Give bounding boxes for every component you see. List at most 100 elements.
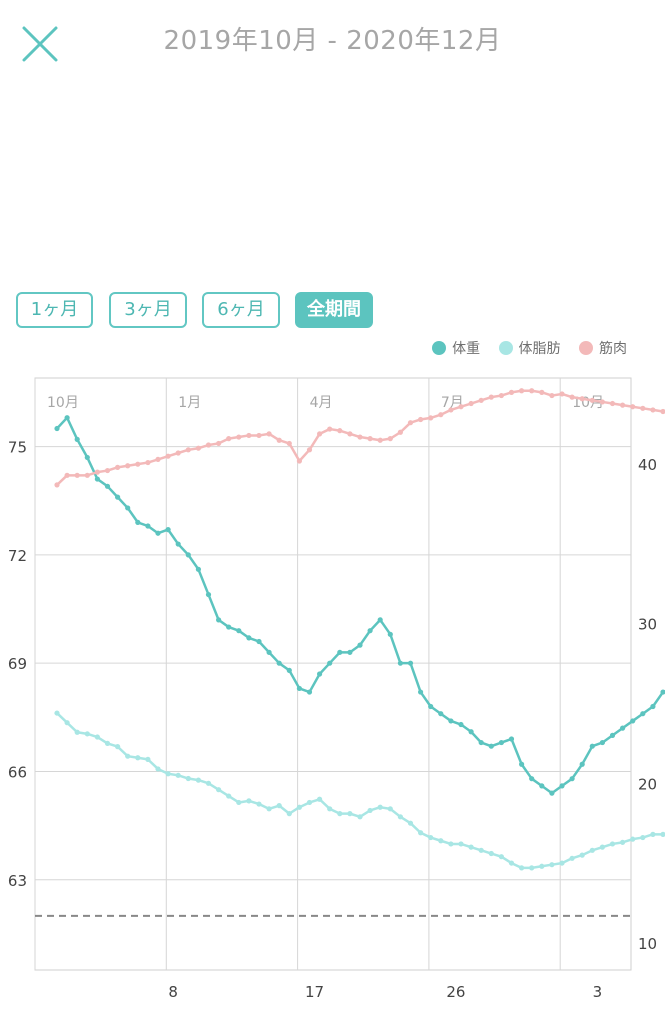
period-6-month-button[interactable]: 6ヶ月 <box>202 292 280 328</box>
data-point <box>276 437 282 443</box>
data-point <box>276 660 282 666</box>
data-point <box>115 494 121 500</box>
data-point <box>367 807 373 814</box>
period-1-month-button[interactable]: 1ヶ月 <box>16 292 93 328</box>
data-point <box>559 783 565 789</box>
data-point <box>236 628 242 634</box>
data-point <box>508 736 515 742</box>
series-line-weight <box>56 416 665 795</box>
data-point <box>589 743 595 749</box>
data-point <box>407 660 414 666</box>
data-point <box>468 400 474 407</box>
data-point <box>347 811 353 817</box>
data-point <box>650 407 656 413</box>
data-point <box>418 416 424 423</box>
data-point <box>246 635 252 641</box>
data-point <box>145 756 151 762</box>
x-top-tick-label: 10月 <box>47 395 79 411</box>
period-3-month-button[interactable]: 3ヶ月 <box>109 292 187 328</box>
data-point <box>296 458 302 464</box>
data-point <box>529 776 535 782</box>
data-point <box>458 721 464 728</box>
data-point <box>205 442 212 448</box>
series-line-body-fat <box>56 712 665 870</box>
left-axis-tick-label: 69 <box>8 655 27 673</box>
data-point <box>609 841 616 847</box>
legend-dot-icon <box>579 341 593 355</box>
data-point <box>418 830 424 836</box>
data-point <box>609 400 616 407</box>
data-point <box>539 783 545 789</box>
data-point <box>650 831 656 837</box>
data-point <box>640 834 646 841</box>
data-point <box>286 440 292 447</box>
legend-dot-icon <box>432 341 447 355</box>
right-axis-tick-label: 20 <box>638 775 657 793</box>
data-point <box>175 541 181 547</box>
data-point <box>175 772 181 778</box>
data-point <box>246 432 252 439</box>
data-point <box>569 394 575 400</box>
data-point <box>428 415 434 421</box>
data-point <box>145 459 151 466</box>
data-point <box>468 844 474 850</box>
left-axis-tick-label: 75 <box>8 439 27 457</box>
data-point <box>327 426 333 432</box>
data-point <box>276 803 282 809</box>
data-point <box>508 389 515 395</box>
data-point <box>620 725 626 731</box>
data-point <box>498 392 504 399</box>
page-title: 2019年10月 - 2020年12月 <box>163 26 502 56</box>
data-point <box>569 855 575 861</box>
data-point <box>660 689 665 695</box>
data-point <box>630 836 636 842</box>
x-bottom-tick-label: 26 <box>446 983 465 1001</box>
legend-item-body-fat: 体脂肪 <box>498 338 561 358</box>
data-point <box>327 660 333 666</box>
data-point <box>165 527 171 533</box>
close-button[interactable] <box>20 24 60 64</box>
data-point <box>579 852 585 858</box>
data-point <box>104 467 111 474</box>
legend-item-muscle: 筋肉 <box>579 338 627 358</box>
legend-label-muscle: 筋肉 <box>599 341 627 357</box>
data-point <box>155 456 161 462</box>
data-point <box>74 472 80 478</box>
data-point <box>367 628 373 634</box>
data-point <box>599 399 606 405</box>
legend-label-body-fat: 体脂肪 <box>518 341 561 357</box>
data-point <box>327 806 333 812</box>
data-point <box>508 860 515 866</box>
data-point <box>195 445 201 451</box>
data-point <box>357 434 363 440</box>
data-point <box>54 710 60 716</box>
legend-item-weight: 体重 <box>432 338 480 358</box>
data-point <box>357 642 363 648</box>
data-point <box>529 865 535 871</box>
data-point <box>620 402 626 408</box>
data-point <box>125 753 131 759</box>
data-point <box>155 766 161 772</box>
data-point <box>579 396 585 402</box>
data-point <box>216 787 222 793</box>
left-axis-tick-label: 63 <box>8 872 27 890</box>
data-point <box>216 440 222 447</box>
data-point <box>377 804 383 810</box>
data-point <box>498 854 504 860</box>
data-point <box>377 437 383 443</box>
data-point <box>216 617 222 623</box>
legend-dot-icon <box>498 341 513 355</box>
data-point <box>640 711 646 717</box>
data-point <box>266 431 272 437</box>
x-top-tick-label: 4月 <box>310 395 333 411</box>
data-point <box>115 464 121 470</box>
data-point <box>115 744 121 750</box>
data-point <box>488 850 494 857</box>
data-point <box>569 776 575 782</box>
data-point <box>306 447 313 453</box>
data-point <box>104 483 111 489</box>
data-point <box>377 617 383 623</box>
period-all-button[interactable]: 全期間 <box>295 292 373 328</box>
data-point <box>589 847 595 853</box>
